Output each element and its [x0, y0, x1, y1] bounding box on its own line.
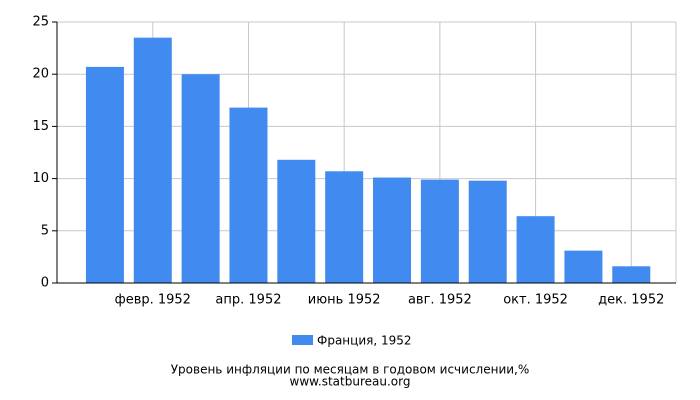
bar [564, 250, 603, 283]
bar [229, 107, 268, 283]
bar [181, 74, 220, 283]
bar [516, 216, 555, 283]
y-tick-label: 5 [41, 223, 49, 238]
y-tick-label: 0 [41, 276, 49, 291]
bar [612, 266, 651, 283]
y-tick-label: 25 [32, 15, 49, 30]
chart-title: Уровень инфляции по месяцам в годовом ис… [171, 363, 530, 377]
x-tick-label: февр. 1952 [115, 293, 191, 308]
source: www.statbureau.org [290, 375, 411, 389]
bar [468, 180, 507, 283]
x-tick-label: авг. 1952 [408, 293, 472, 308]
bar [373, 177, 412, 283]
x-tick-label: окт. 1952 [503, 293, 568, 308]
bar [325, 171, 364, 283]
y-tick-label: 15 [32, 119, 49, 134]
x-tick-label: дек. 1952 [598, 293, 664, 308]
bar [133, 37, 172, 283]
legend-swatch [292, 335, 313, 345]
bar [420, 179, 459, 283]
x-tick-label: июнь 1952 [308, 293, 381, 308]
legend-label: Франция, 1952 [317, 334, 412, 348]
y-tick-label: 10 [32, 171, 49, 186]
bar [85, 66, 124, 283]
y-tick-label: 20 [32, 67, 49, 82]
bar [277, 159, 316, 283]
x-tick-label: апр. 1952 [215, 293, 281, 308]
